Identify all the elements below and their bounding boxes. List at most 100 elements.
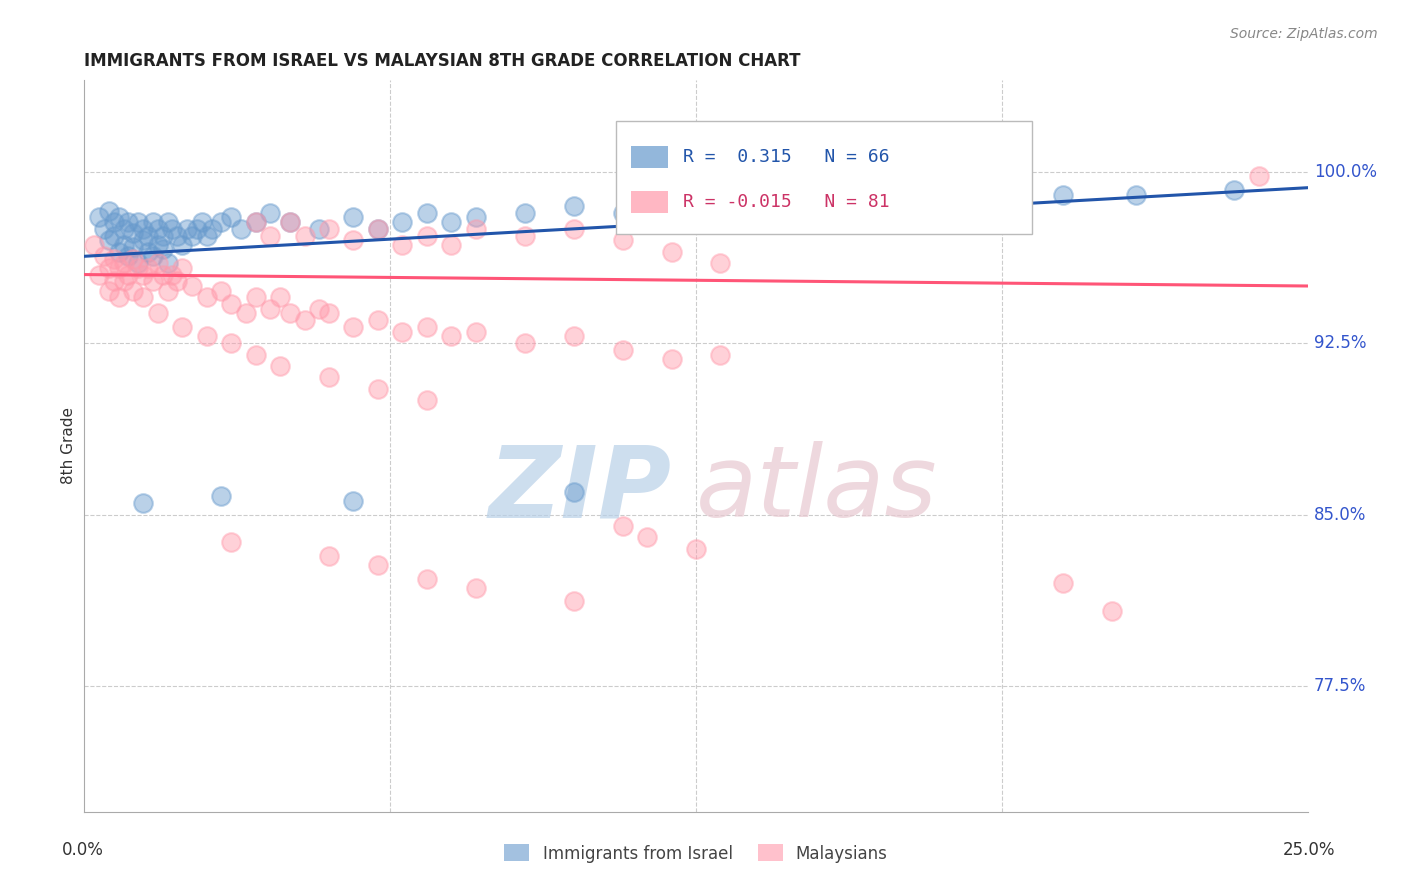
Text: 25.0%: 25.0% (1282, 841, 1336, 859)
Point (132, 496, 155, 510)
Point (235, 306, 257, 320)
Point (709, 347, 731, 361)
Point (318, 549, 340, 563)
Point (132, 268, 155, 282)
Point (1223, 183, 1246, 197)
Point (136, 260, 159, 275)
Point (87, 268, 110, 282)
Point (661, 244, 683, 259)
Point (162, 222, 184, 236)
Point (308, 301, 330, 316)
Point (229, 222, 252, 236)
Text: 100.0%: 100.0% (1313, 162, 1376, 181)
Point (342, 233, 364, 247)
Y-axis label: 8th Grade: 8th Grade (60, 408, 76, 484)
Point (93, 249, 115, 263)
Point (181, 228, 204, 243)
Point (195, 290, 218, 304)
Point (464, 581, 486, 595)
Point (367, 382, 389, 396)
Legend: Immigrants from Israel, Malaysians: Immigrants from Israel, Malaysians (498, 838, 894, 869)
Point (209, 284, 232, 298)
Point (136, 244, 159, 259)
Point (1101, 603, 1123, 617)
Point (122, 240, 145, 254)
Point (132, 290, 155, 304)
Point (440, 329, 463, 343)
Point (636, 530, 658, 544)
Point (97, 284, 120, 298)
Point (342, 493, 364, 508)
Point (219, 297, 242, 311)
Point (367, 558, 389, 572)
Point (259, 228, 281, 243)
Point (156, 284, 179, 298)
Point (308, 222, 330, 236)
Point (612, 343, 634, 357)
Point (342, 211, 364, 225)
Point (612, 233, 634, 247)
Point (103, 215, 125, 229)
Point (93, 222, 115, 236)
Point (127, 256, 149, 270)
Point (181, 279, 204, 293)
Point (661, 199, 683, 213)
Point (367, 313, 389, 327)
Point (278, 306, 301, 320)
Point (416, 393, 439, 408)
Point (209, 489, 232, 503)
Point (562, 222, 585, 236)
Point (97, 233, 120, 247)
Point (172, 260, 194, 275)
Point (195, 228, 218, 243)
Point (709, 256, 731, 270)
Text: IMMIGRANTS FROM ISRAEL VS MALAYSIAN 8TH GRADE CORRELATION CHART: IMMIGRANTS FROM ISRAEL VS MALAYSIAN 8TH … (84, 53, 801, 70)
Point (191, 215, 214, 229)
Point (294, 228, 316, 243)
Point (416, 228, 439, 243)
Point (562, 199, 585, 213)
Point (112, 222, 135, 236)
Point (464, 325, 486, 339)
Point (464, 222, 486, 236)
Point (112, 256, 135, 270)
Point (127, 215, 149, 229)
Point (318, 222, 340, 236)
Point (209, 215, 232, 229)
Point (162, 268, 184, 282)
Point (219, 535, 242, 549)
Point (132, 222, 155, 236)
Point (562, 484, 585, 499)
Point (83, 238, 105, 252)
Point (152, 243, 174, 257)
Point (142, 215, 165, 229)
Point (391, 238, 413, 252)
Point (112, 238, 135, 252)
Point (245, 347, 267, 361)
Point (103, 274, 125, 288)
Point (103, 252, 125, 266)
Text: 0.0%: 0.0% (62, 841, 104, 859)
Point (152, 228, 174, 243)
FancyBboxPatch shape (616, 120, 1032, 234)
Point (318, 370, 340, 384)
Point (342, 320, 364, 334)
FancyBboxPatch shape (631, 191, 668, 213)
Point (136, 228, 159, 243)
Point (142, 274, 165, 288)
Point (294, 313, 316, 327)
Point (259, 206, 281, 220)
Point (440, 215, 463, 229)
Point (367, 222, 389, 236)
Point (200, 222, 222, 236)
Point (156, 215, 179, 229)
Point (122, 284, 145, 298)
Point (1247, 169, 1270, 184)
Point (117, 268, 139, 282)
Point (367, 222, 389, 236)
Text: Source: ZipAtlas.com: Source: ZipAtlas.com (1230, 27, 1378, 41)
Point (513, 206, 536, 220)
Point (122, 252, 145, 266)
Text: 92.5%: 92.5% (1313, 334, 1367, 352)
Point (87, 211, 110, 225)
